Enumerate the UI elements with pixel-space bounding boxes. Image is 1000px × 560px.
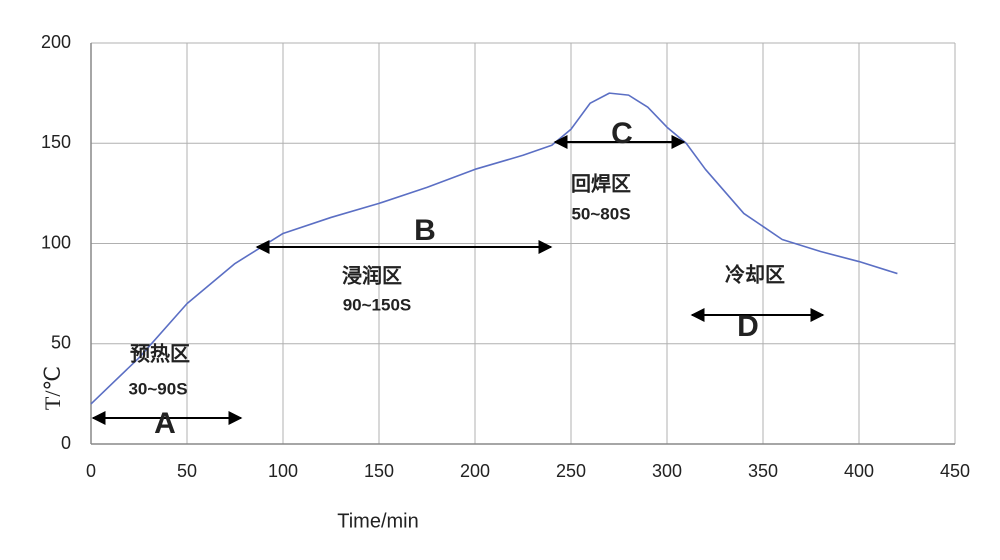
x-tick-label: 450	[940, 461, 970, 481]
x-tick-label: 350	[748, 461, 778, 481]
x-tick-label: 150	[364, 461, 394, 481]
zone-letter: C	[611, 117, 633, 150]
zone-name: 浸润区	[342, 263, 402, 287]
zone-letter: B	[414, 214, 436, 247]
y-tick-label: 50	[51, 333, 71, 353]
y-axis-label: T/℃	[40, 366, 65, 410]
zone-letter: A	[154, 407, 176, 440]
x-tick-label: 50	[177, 461, 197, 481]
zone-duration: 50~80S	[571, 204, 630, 223]
zone-duration: 30~90S	[128, 379, 187, 398]
x-tick-label: 100	[268, 461, 298, 481]
x-tick-label: 300	[652, 461, 682, 481]
zone-duration: 90~150S	[343, 295, 412, 314]
y-tick-label: 100	[41, 232, 71, 252]
zone-name: 冷却区	[725, 262, 785, 286]
zone-name: 预热区	[130, 342, 190, 365]
x-tick-label: 0	[86, 461, 96, 481]
x-tick-label: 250	[556, 461, 586, 481]
y-tick-label: 0	[61, 433, 71, 453]
data-line	[90, 92, 898, 405]
zone-letter: D	[737, 310, 759, 343]
y-tick-label: 200	[41, 32, 71, 52]
x-tick-label: 400	[844, 461, 874, 481]
zone-name: 回焊区	[571, 171, 631, 195]
x-axis-label: Time/min	[337, 510, 418, 532]
y-tick-label: 150	[41, 132, 71, 152]
x-tick-label: 200	[460, 461, 490, 481]
